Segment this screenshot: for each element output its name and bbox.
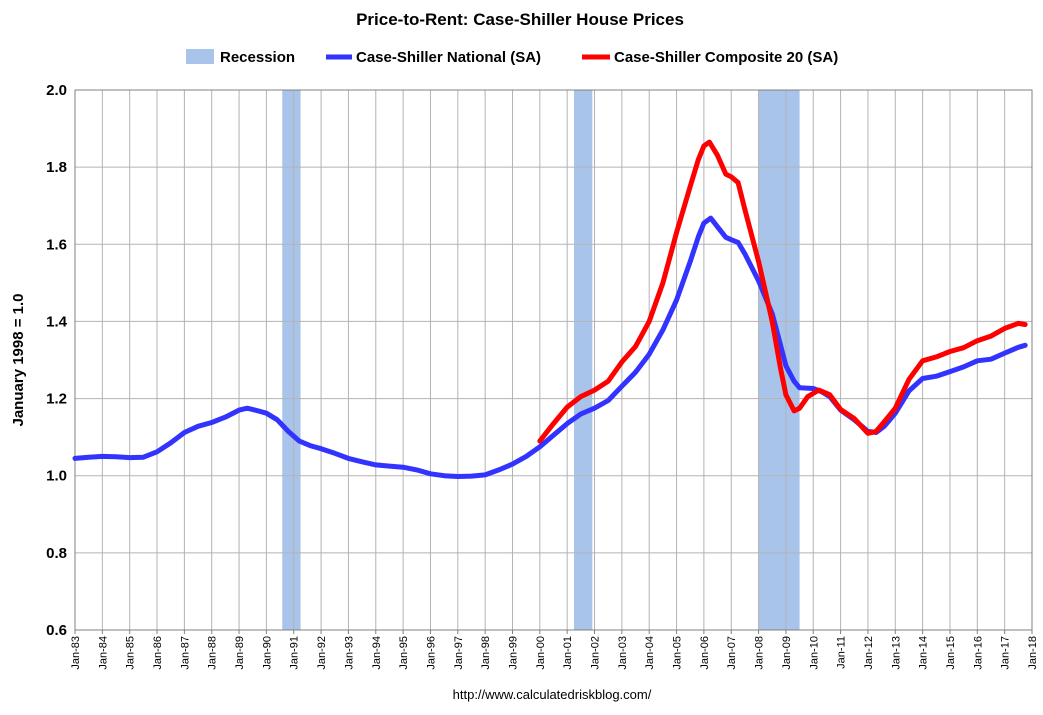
y-tick-label: 1.0 [46,468,67,485]
x-tick-label: Jan-01 [562,636,574,670]
x-tick-label: Jan-95 [398,636,410,670]
x-tick-label: Jan-09 [781,636,793,670]
source-url: http://www.calculatedriskblog.com/ [453,687,652,702]
x-tick-label: Jan-11 [836,636,848,669]
legend-item-national: Case-Shiller National (SA) [326,49,541,66]
series-lines [72,139,1028,479]
x-tick-label: Jan-92 [316,636,328,670]
x-tick-label: Jan-16 [972,636,984,670]
y-axis-label: January 1998 = 1.0 [10,293,27,426]
x-tick-label: Jan-89 [234,636,246,670]
x-tick-label: Jan-05 [672,636,684,670]
x-axis-ticks: Jan-83 Jan-84 Jan-85 Jan-86 Jan-87 Jan-88 Jan-… [70,630,1039,670]
x-tick-label: Jan-83 [70,636,82,670]
legend-swatch-recession [186,49,214,64]
x-tick-label: Jan-07 [726,636,738,670]
recession-bands [282,90,800,630]
x-tick-label: Jan-87 [179,636,191,670]
x-tick-label: Jan-00 [535,636,547,670]
x-tick-label: Jan-94 [371,636,383,670]
x-tick-label: Jan-03 [617,636,629,670]
x-tick-label: Jan-93 [343,636,355,670]
y-tick-label: 2.0 [46,82,67,99]
series-line [537,139,1028,444]
legend-label-composite: Case-Shiller Composite 20 (SA) [614,49,838,66]
x-tick-label: Jan-13 [890,636,902,670]
legend-item-composite: Case-Shiller Composite 20 (SA) [582,49,838,66]
x-tick-label: Jan-08 [754,636,766,670]
x-tick-label: Jan-86 [152,636,164,670]
chart-title: Price-to-Rent: Case-Shiller House Prices [356,10,684,29]
x-tick-label: Jan-91 [289,636,301,670]
plot-area-border [74,89,1033,631]
y-tick-label: 1.4 [46,313,68,330]
y-tick-label: 0.8 [46,545,67,562]
x-tick-label: Jan-15 [945,636,957,670]
x-tick-label: Jan-85 [125,636,137,670]
x-tick-label: Jan-10 [808,636,820,670]
y-tick-label: 1.8 [46,159,67,176]
y-tick-label: 0.6 [46,622,67,639]
legend-label-recession: Recession [220,49,295,66]
x-tick-label: Jan-02 [590,636,602,670]
y-tick-label: 1.2 [46,391,67,408]
x-tick-label: Jan-98 [480,636,492,670]
legend-label-national: Case-Shiller National (SA) [356,49,541,66]
x-tick-label: Jan-04 [644,636,656,670]
x-tick-label: Jan-12 [863,636,875,670]
x-tick-label: Jan-06 [699,636,711,670]
x-tick-label: Jan-88 [207,636,219,670]
recession-band [282,90,301,630]
legend: Recession Case-Shiller National (SA) Cas… [186,49,838,66]
x-tick-label: Jan-90 [261,636,273,670]
x-tick-label: Jan-17 [1000,636,1012,670]
x-tick-label: Jan-84 [97,636,109,670]
series-line [72,215,1028,479]
gridlines [74,89,1033,631]
y-tick-label: 1.6 [46,236,67,253]
x-tick-label: Jan-97 [453,636,465,670]
x-tick-label: Jan-99 [507,636,519,670]
legend-item-recession: Recession [186,49,295,66]
recession-band [574,90,593,630]
x-tick-label: Jan-18 [1027,636,1039,670]
x-tick-label: Jan-14 [918,636,930,670]
x-tick-label: Jan-96 [425,636,437,670]
y-axis-ticks: 2.0 1.8 1.6 1.4 1.2 1.0 0.8 0.6 [46,82,68,639]
